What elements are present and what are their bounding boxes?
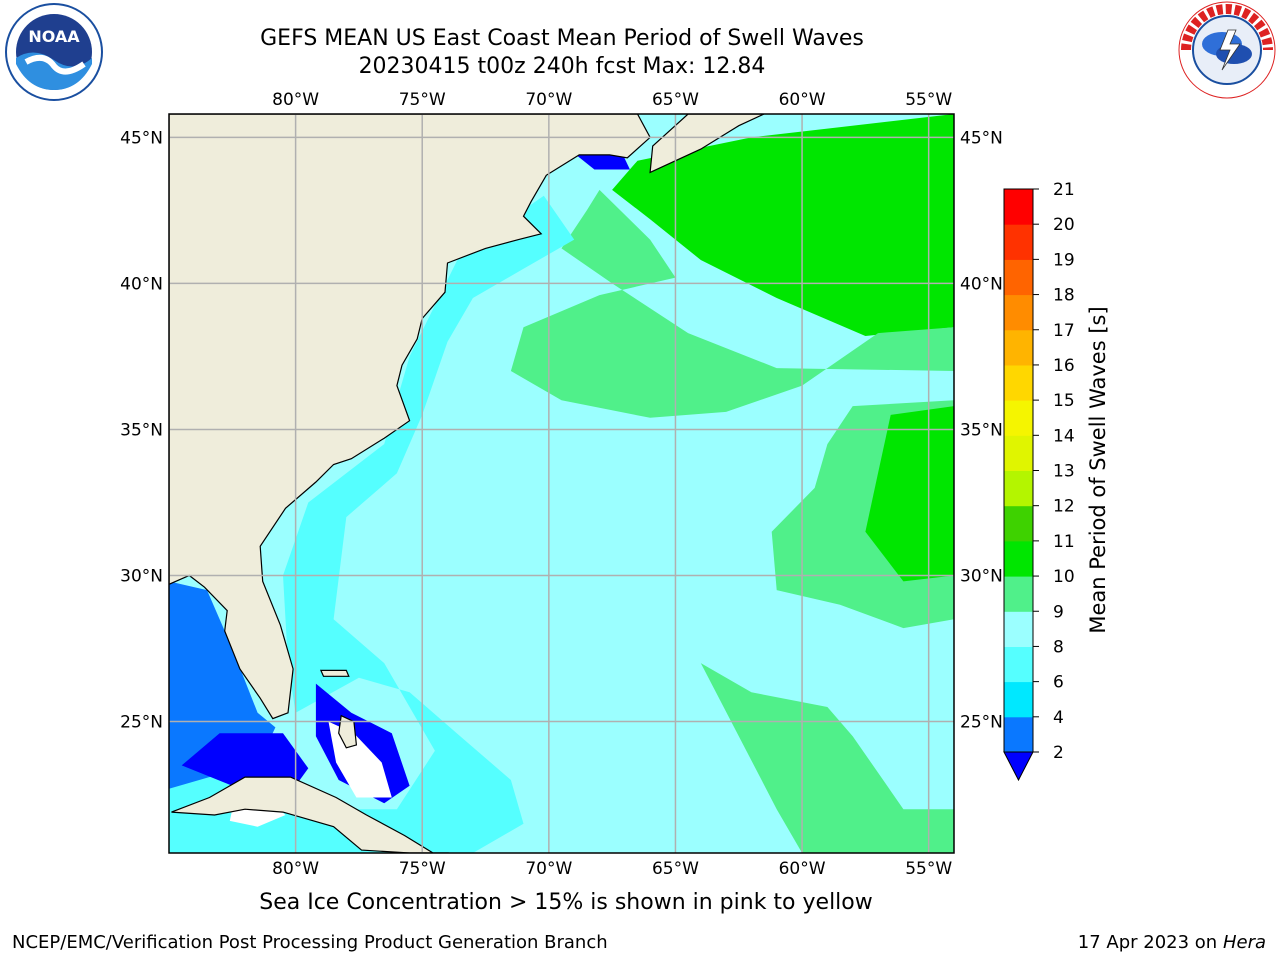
colorbar-tick-label: 19 (1053, 250, 1075, 270)
colorbar-bin (1004, 505, 1033, 542)
colorbar-under-arrow (1003, 751, 1034, 782)
lon-tick-top: 60°W (779, 90, 826, 110)
lat-tick-left: 40°N (120, 274, 163, 294)
footer-credit: NCEP/EMC/Verification Post Processing Pr… (12, 932, 608, 953)
lat-tick-right: 25°N (960, 713, 1003, 733)
colorbar-tick-label: 4 (1053, 708, 1064, 728)
forecast-subtitle: 20230415 t00z 240h fcst Max: 12.84 (358, 54, 766, 79)
lat-tick-right: 35°N (960, 420, 1003, 440)
lat-tick-left: 35°N (120, 420, 163, 440)
lon-tick-bottom: 75°W (399, 859, 446, 879)
map-gridlines (169, 114, 954, 853)
colorbar-bin (1004, 576, 1033, 612)
colorbar-bin (1004, 189, 1033, 225)
colorbar-bin (1004, 400, 1033, 436)
lon-tick-bottom: 55°W (905, 859, 952, 879)
colorbar-tick-label: 12 (1053, 497, 1075, 517)
nws-logo (1178, 1, 1276, 99)
colorbar-tick-label: 20 (1053, 215, 1075, 235)
colorbar-tick-label: 8 (1053, 637, 1064, 657)
lat-tick-right: 40°N (960, 274, 1003, 294)
lon-tick-top: 80°W (272, 90, 319, 110)
land-cuba (171, 776, 449, 853)
footer-date: 17 Apr 2023 on Hera (1077, 932, 1266, 953)
lat-tick-right: 45°N (960, 128, 1003, 148)
colorbar: 2 4 6 8 9 10 11 12 13 14 15 16 17 18 19 20 21 (1003, 180, 1075, 782)
land-grand-bahama (319, 669, 350, 677)
region-light-green-southeast (700, 663, 954, 853)
colorbar-bin (1004, 259, 1033, 296)
colorbar-bin (1004, 716, 1033, 753)
colorbar-tick-label: 17 (1053, 321, 1075, 341)
region-gulf-of-maine-green (612, 114, 954, 336)
colorbar-bin (1004, 364, 1033, 401)
region-cyan-nearshore (169, 195, 575, 853)
colorbar-tick-label: 2 (1053, 743, 1064, 763)
lon-tick-top: 55°W (905, 90, 952, 110)
colorbar-label: Mean Period of Swell Waves [s] (1086, 306, 1110, 634)
svg-text:NOAA: NOAA (28, 27, 80, 46)
colorbar-tick-label: 10 (1053, 567, 1075, 587)
colorbar-bin (1004, 681, 1033, 718)
colorbar-tick-label: 6 (1053, 673, 1064, 693)
colorbar-tick-label: 14 (1053, 426, 1075, 446)
land-andros-island (338, 714, 358, 749)
colorbar-tick-label: 13 (1053, 462, 1075, 482)
colorbar-bin (1004, 470, 1033, 507)
lon-tick-top: 70°W (525, 90, 572, 110)
sea-ice-note: Sea Ice Concentration > 15% is shown in … (259, 890, 873, 915)
colorbar-bin (1004, 611, 1033, 647)
colorbar-tick-label: 18 (1053, 286, 1075, 306)
land-nova-scotia (649, 114, 765, 174)
lon-tick-top: 65°W (652, 90, 699, 110)
lon-tick-bottom: 60°W (779, 859, 826, 879)
colorbar-bin (1004, 435, 1033, 471)
colorbar-bin (1004, 294, 1033, 331)
lat-tick-left: 45°N (120, 128, 163, 148)
colorbar-tick-label: 21 (1053, 180, 1075, 200)
lon-tick-bottom: 70°W (525, 859, 572, 879)
lat-tick-right: 30°N (960, 567, 1003, 587)
colorbar-bin (1004, 540, 1033, 577)
colorbar-tick-label: 15 (1053, 391, 1075, 411)
colorbar-bin (1004, 224, 1033, 260)
colorbar-tick-label: 11 (1053, 532, 1075, 552)
colorbar-tick-label: 16 (1053, 356, 1075, 376)
lat-tick-left: 30°N (120, 567, 163, 587)
region-florida-strait-deep (181, 733, 309, 786)
map-plot-area (169, 114, 954, 853)
colorbar-tick-label: 9 (1053, 602, 1064, 622)
lon-tick-bottom: 65°W (652, 859, 699, 879)
region-light-green-north (510, 189, 954, 418)
colorbar-bin (1004, 329, 1033, 366)
lon-tick-bottom: 80°W (272, 859, 319, 879)
region-green-east (865, 406, 954, 582)
lat-tick-left: 25°N (120, 713, 163, 733)
lon-tick-top: 75°W (399, 90, 446, 110)
colorbar-bin (1004, 646, 1033, 683)
figure-title: GEFS MEAN US East Coast Mean Period of S… (260, 26, 864, 51)
noaa-logo: NOAA (5, 3, 103, 101)
map-frame (168, 113, 955, 854)
map-tick-labels: 80°W 80°W 75°W 75°W 70°W 70°W 65°W 65°W 60°W 60°W… (120, 90, 1003, 879)
